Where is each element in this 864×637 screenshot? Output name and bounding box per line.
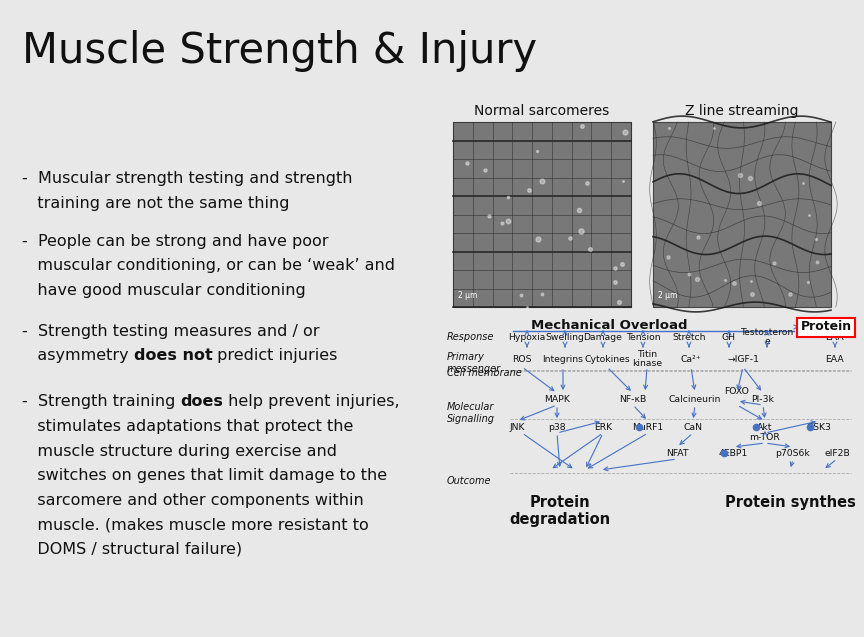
Text: does not: does not xyxy=(134,348,213,363)
Text: Protein: Protein xyxy=(800,320,852,334)
FancyBboxPatch shape xyxy=(797,318,855,337)
Text: NFAT: NFAT xyxy=(666,448,689,457)
Text: m-TOR: m-TOR xyxy=(750,433,780,441)
Text: EAA: EAA xyxy=(826,333,844,341)
Text: Stretch: Stretch xyxy=(672,333,706,341)
Text: ERK: ERK xyxy=(594,422,612,431)
Text: -  Strength testing measures and / or: - Strength testing measures and / or xyxy=(22,324,320,339)
Text: help prevent injuries,: help prevent injuries, xyxy=(224,394,400,410)
Text: Cytokines: Cytokines xyxy=(584,355,630,364)
Text: -  People can be strong and have poor: - People can be strong and have poor xyxy=(22,234,328,248)
Text: NF-κB: NF-κB xyxy=(619,394,646,403)
Text: PI-3k: PI-3k xyxy=(752,394,774,403)
Text: predict injuries: predict injuries xyxy=(213,348,338,363)
Text: Normal sarcomeres: Normal sarcomeres xyxy=(474,104,610,118)
Text: Swelling: Swelling xyxy=(545,333,584,341)
Text: p70S6k: p70S6k xyxy=(776,448,810,457)
Text: Molecular
Signalling: Molecular Signalling xyxy=(447,402,495,424)
Text: FOXO: FOXO xyxy=(725,387,749,396)
Text: GSK3: GSK3 xyxy=(807,422,831,431)
Text: Calcineurin: Calcineurin xyxy=(669,394,721,403)
Text: switches on genes that limit damage to the: switches on genes that limit damage to t… xyxy=(22,468,387,483)
Text: Integrins: Integrins xyxy=(543,355,583,364)
Text: sarcomere and other components within: sarcomere and other components within xyxy=(22,492,364,508)
Text: Muscle Strength & Injury: Muscle Strength & Injury xyxy=(22,29,537,71)
Text: CaN: CaN xyxy=(683,422,702,431)
Text: asymmetry: asymmetry xyxy=(22,348,134,363)
Text: muscle. (makes muscle more resistant to: muscle. (makes muscle more resistant to xyxy=(22,517,369,532)
Text: Protein synthes: Protein synthes xyxy=(725,495,855,510)
Text: does: does xyxy=(181,394,224,410)
Text: -  Strength training: - Strength training xyxy=(22,394,181,410)
Text: DOMS / structural failure): DOMS / structural failure) xyxy=(22,541,242,557)
Text: Z line streaming: Z line streaming xyxy=(685,104,798,118)
Text: Ca²⁺: Ca²⁺ xyxy=(681,355,702,364)
Text: ROS: ROS xyxy=(512,355,531,364)
Text: Testosteron
e: Testosteron e xyxy=(740,328,794,346)
Text: muscular conditioning, or can be ‘weak’ and: muscular conditioning, or can be ‘weak’ … xyxy=(22,258,395,273)
Text: Tension: Tension xyxy=(626,333,660,341)
Text: MuRF1: MuRF1 xyxy=(632,422,664,431)
Bar xyxy=(453,122,631,307)
Text: JNK: JNK xyxy=(509,422,524,431)
Text: Protein
degradation: Protein degradation xyxy=(510,495,611,527)
Text: Primary
messenger: Primary messenger xyxy=(447,352,501,374)
Text: eIF2B: eIF2B xyxy=(824,448,850,457)
Text: Damage: Damage xyxy=(583,333,622,341)
Text: Titin
kinase: Titin kinase xyxy=(632,350,662,368)
Text: Cell membrane: Cell membrane xyxy=(447,368,522,378)
Text: EAA: EAA xyxy=(826,355,844,364)
Text: stimulates adaptations that protect the: stimulates adaptations that protect the xyxy=(22,419,353,434)
Text: have good muscular conditioning: have good muscular conditioning xyxy=(22,283,306,297)
Text: Mechanical Overload: Mechanical Overload xyxy=(531,319,688,332)
Text: 4EBP1: 4EBP1 xyxy=(718,448,747,457)
Text: GH: GH xyxy=(722,333,736,341)
Text: training are not the same thing: training are not the same thing xyxy=(22,196,289,211)
Text: Hypoxia: Hypoxia xyxy=(508,333,546,341)
Text: -  Muscular strength testing and strength: - Muscular strength testing and strength xyxy=(22,171,353,186)
Text: p38: p38 xyxy=(548,422,566,431)
Text: muscle structure during exercise and: muscle structure during exercise and xyxy=(22,443,337,459)
Text: 2 μm: 2 μm xyxy=(458,291,478,300)
Text: 2 μm: 2 μm xyxy=(658,291,677,300)
Bar xyxy=(653,122,831,307)
Text: →IGF-1: →IGF-1 xyxy=(727,355,759,364)
Text: Response: Response xyxy=(447,332,494,342)
Text: Akt: Akt xyxy=(758,422,772,431)
Text: Outcome: Outcome xyxy=(447,476,492,486)
Text: MAPK: MAPK xyxy=(544,394,570,403)
